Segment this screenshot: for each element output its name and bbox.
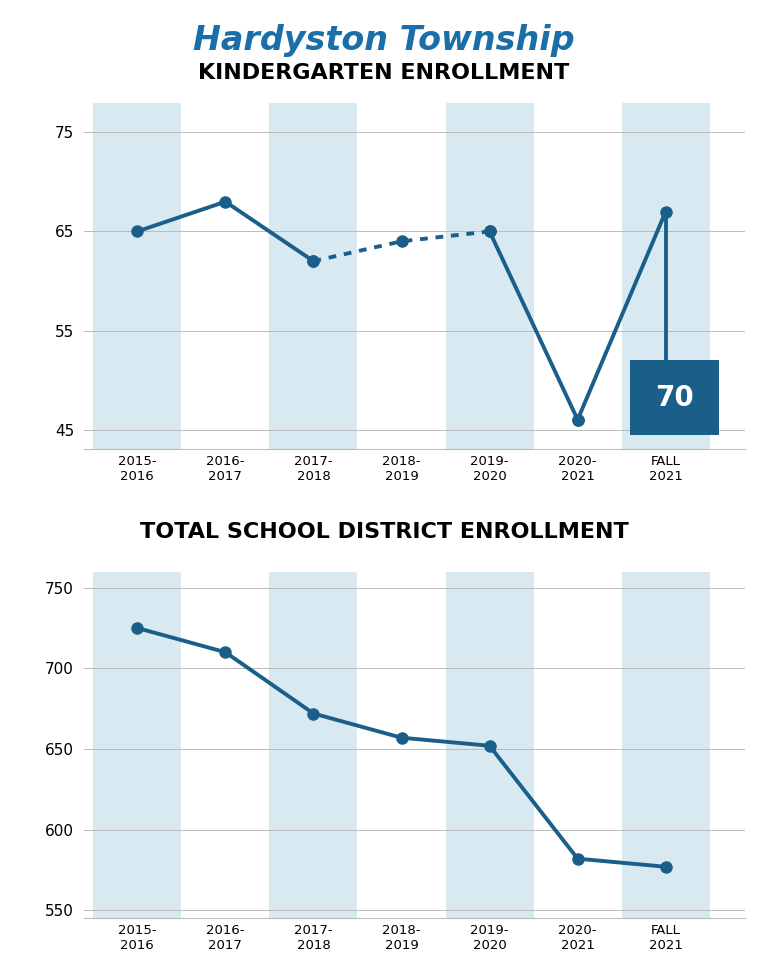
Bar bbox=[93, 103, 181, 449]
Text: TOTAL SCHOOL DISTRICT ENROLLMENT: TOTAL SCHOOL DISTRICT ENROLLMENT bbox=[140, 523, 628, 542]
Text: KINDERGARTEN ENROLLMENT: KINDERGARTEN ENROLLMENT bbox=[198, 64, 570, 83]
Bar bbox=[270, 572, 357, 918]
Bar bbox=[621, 103, 710, 449]
Bar bbox=[445, 103, 534, 449]
Text: Hardyston Township: Hardyston Township bbox=[194, 24, 574, 58]
Bar bbox=[621, 572, 710, 918]
FancyBboxPatch shape bbox=[631, 361, 719, 435]
Bar bbox=[270, 103, 357, 449]
Text: 70: 70 bbox=[655, 384, 694, 412]
Bar bbox=[445, 572, 534, 918]
Bar bbox=[93, 572, 181, 918]
